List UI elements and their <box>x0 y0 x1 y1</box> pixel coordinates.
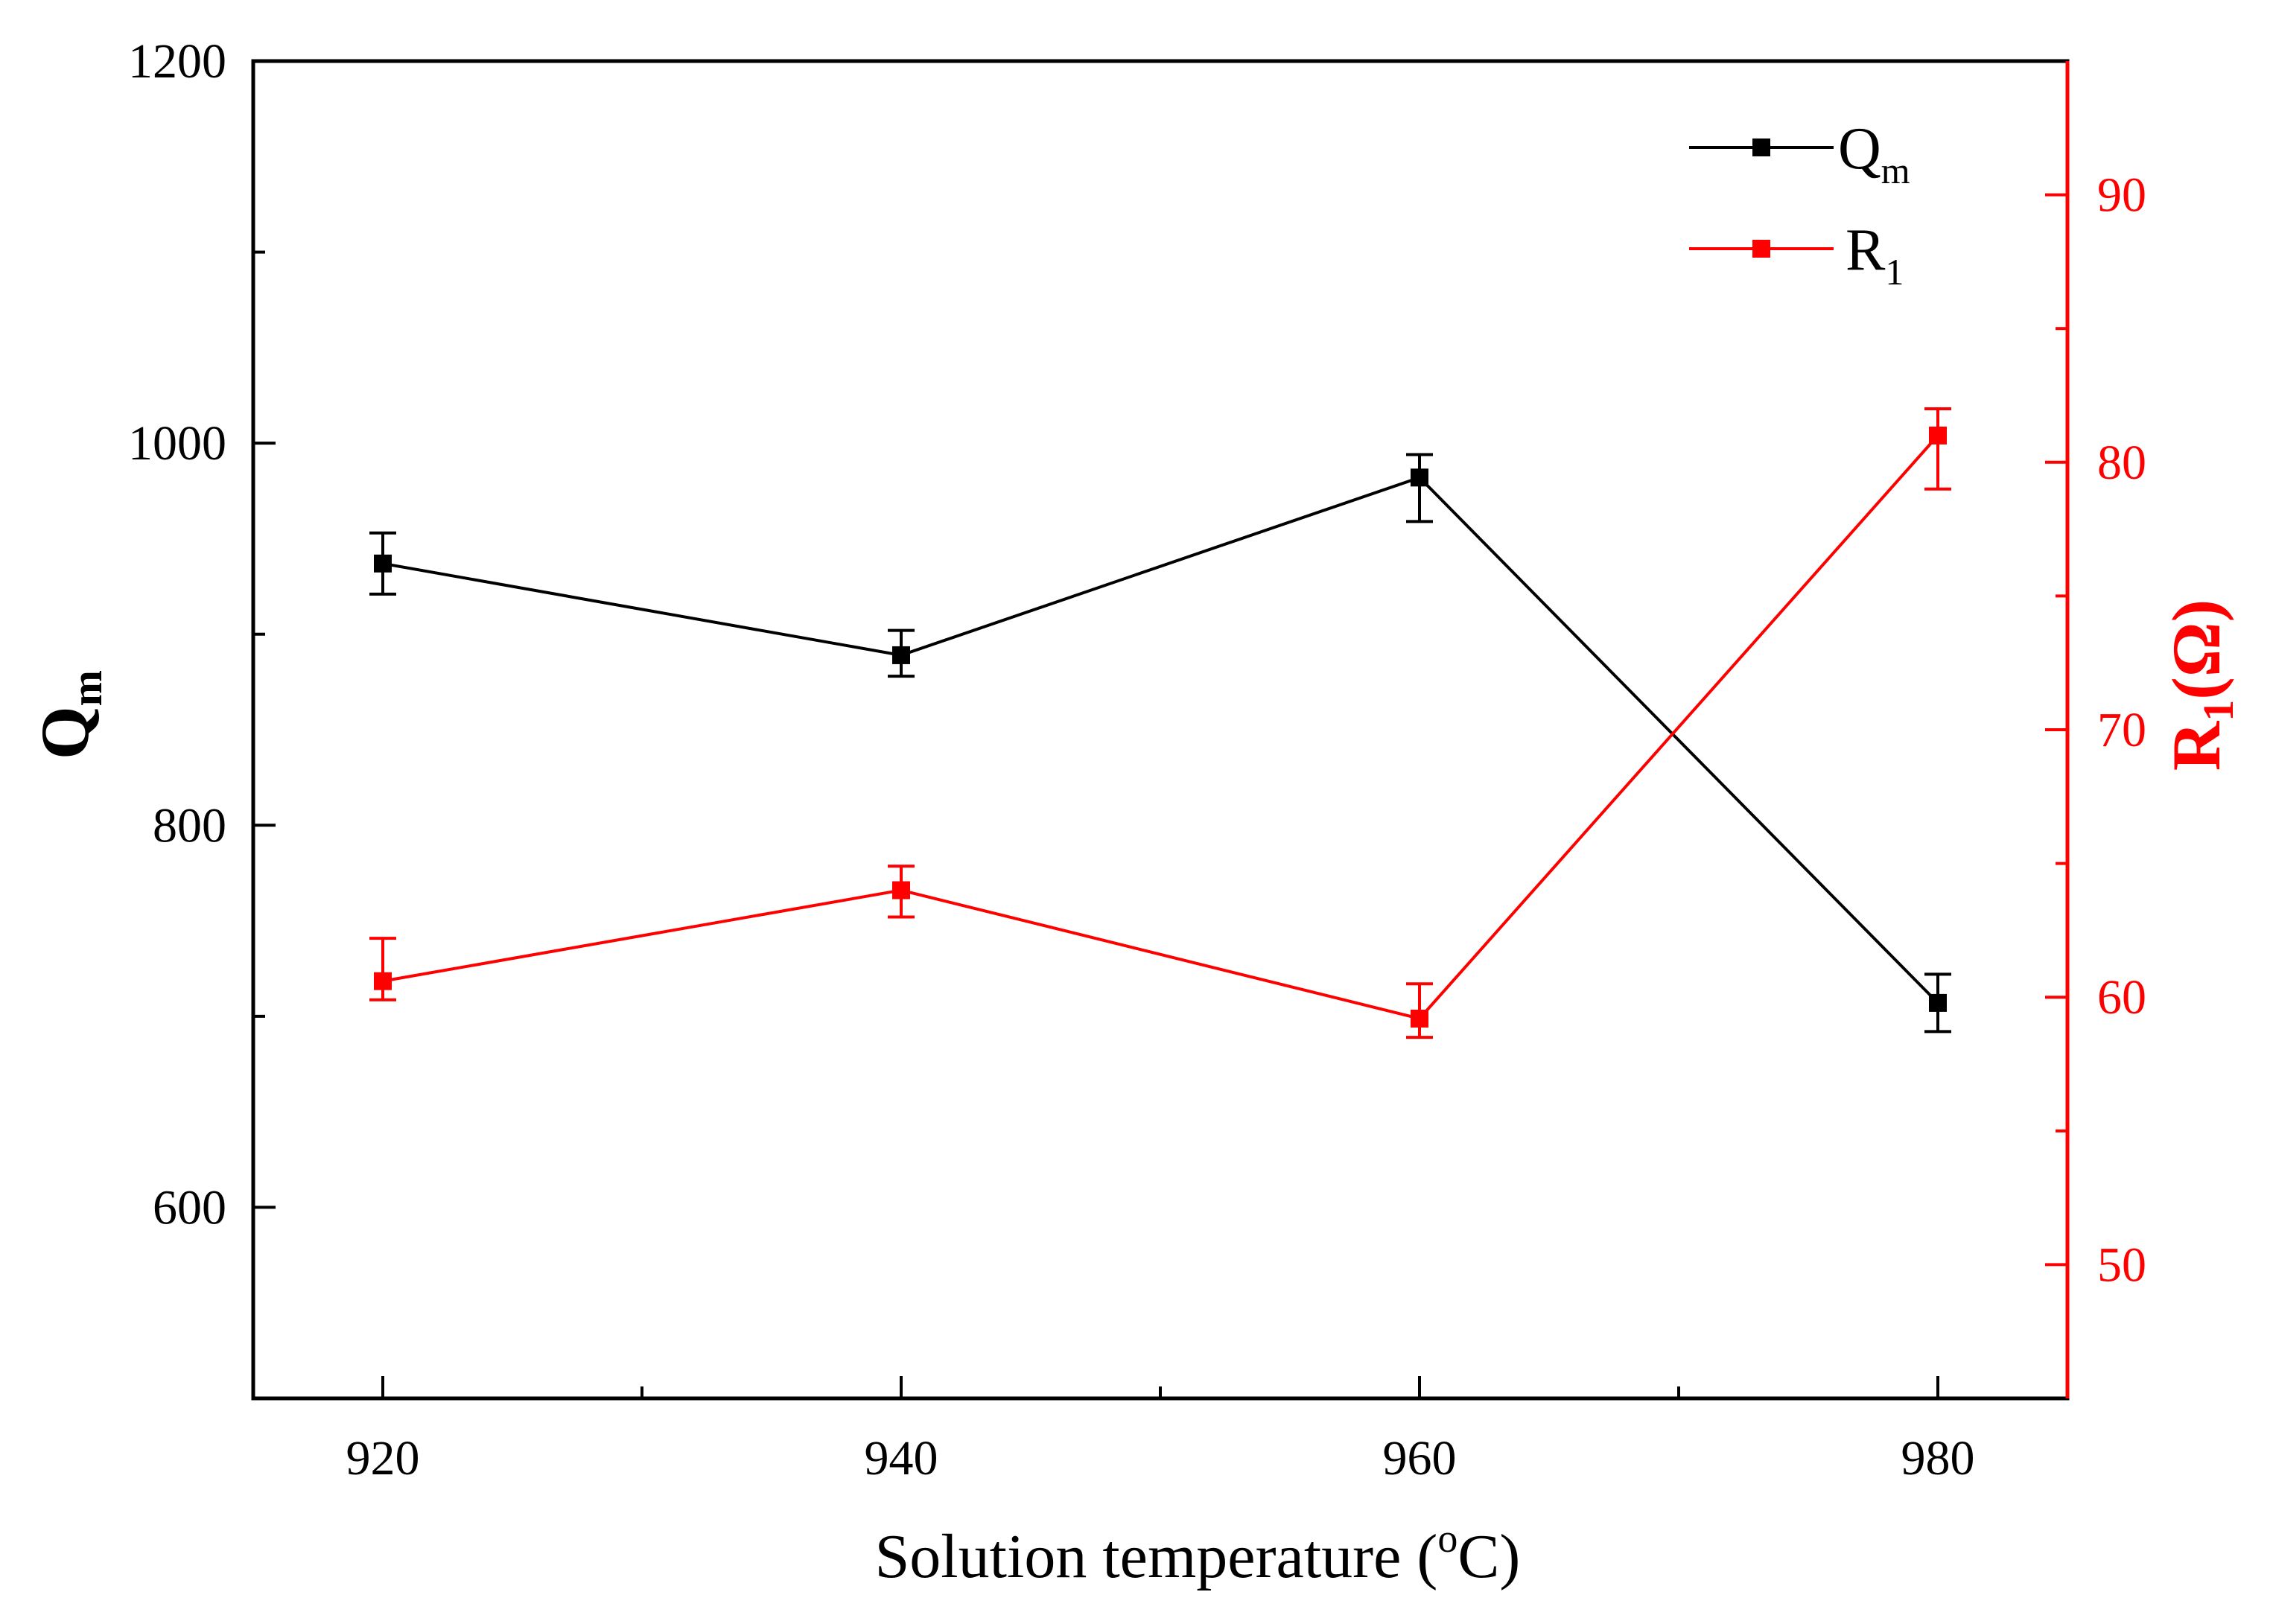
x-axis-label-degree: o <box>1437 1516 1457 1561</box>
left-tick-label: 1000 <box>128 416 226 471</box>
x-axis-label-text: Solution temperature ( <box>875 1522 1438 1591</box>
data-point <box>374 972 392 990</box>
data-point <box>892 881 910 899</box>
svg-text:R1(Ω): R1(Ω) <box>2158 599 2242 771</box>
x-tick-label: 940 <box>865 1431 938 1486</box>
x-axis-label: Solution temperature (oC) <box>875 1516 1521 1591</box>
legend: Qm R1 <box>1689 116 1910 293</box>
right-tick-label: 80 <box>2097 436 2146 490</box>
legend-label-qm: Qm <box>1838 116 1910 191</box>
series-r1 <box>369 407 1951 1039</box>
right-tick-label: 70 <box>2097 703 2146 757</box>
legend-label-r1-sub: 1 <box>1885 251 1904 293</box>
left-axis-label-sub: m <box>63 670 111 706</box>
data-point <box>1929 426 1947 445</box>
plot-frame <box>251 59 2070 1401</box>
right-axis-label: R1(Ω) <box>2158 599 2242 771</box>
legend-label-r1-main: R <box>1846 217 1886 283</box>
left-tick-label: 600 <box>153 1180 226 1235</box>
data-point <box>1929 993 1947 1012</box>
right-tick-label: 50 <box>2097 1238 2146 1292</box>
x-tick-label: 980 <box>1901 1431 1975 1486</box>
left-axis-label-main: Q <box>27 706 103 760</box>
data-point <box>1411 468 1428 487</box>
right-axis-label-main: R <box>2158 720 2234 771</box>
left-tick-label: 800 <box>153 798 226 853</box>
series-line <box>382 476 1939 1004</box>
x-tick-label: 960 <box>1383 1431 1457 1486</box>
legend-marker-qm <box>1752 138 1770 156</box>
series-layer <box>369 407 1951 1039</box>
x-tick-label: 920 <box>346 1431 420 1486</box>
series-line <box>382 434 1939 1021</box>
right-tick-label: 60 <box>2097 970 2146 1025</box>
left-tick-label: 1200 <box>128 34 226 89</box>
right-axis-label-unit: (Ω) <box>2158 599 2234 700</box>
x-axis-label-unit: C) <box>1457 1522 1520 1591</box>
legend-label-r1: R1 <box>1846 217 1904 293</box>
legend-label-qm-main: Q <box>1838 116 1881 182</box>
data-point <box>892 646 910 664</box>
right-axis-label-sub: 1 <box>2194 700 2242 722</box>
data-point <box>374 554 392 573</box>
right-tick-label: 90 <box>2097 168 2146 223</box>
legend-label-qm-sub: m <box>1881 150 1910 191</box>
legend-marker-r1 <box>1752 240 1770 258</box>
series-qm <box>369 453 1951 1034</box>
left-axis-label: Qm <box>27 670 111 760</box>
svg-text:Qm: Qm <box>27 670 111 760</box>
ticks-layer: 920 940 960 980 600 800 1000 1200 50 60 70 80 90 <box>128 34 2146 1486</box>
data-point <box>1411 1009 1428 1028</box>
